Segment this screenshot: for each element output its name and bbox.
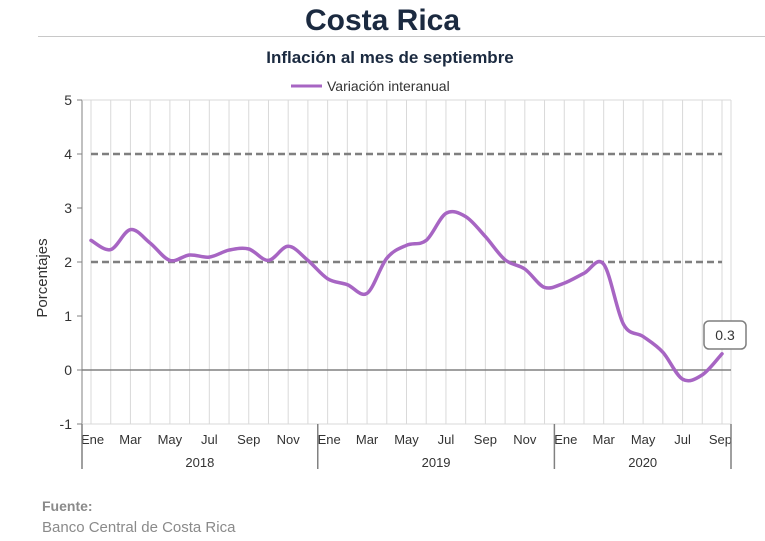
x-tick-label: Mar [356, 432, 379, 447]
x-tick-label: Ene [318, 432, 341, 447]
last-value-label: 0.3 [715, 327, 735, 343]
x-tick-label: Ene [81, 432, 104, 447]
y-tick-label: -1 [60, 416, 73, 432]
x-tick-label: Sep [709, 432, 732, 447]
x-tick-label: May [631, 432, 656, 447]
y-tick-label: 5 [64, 92, 72, 108]
y-tick-label: 2 [64, 254, 72, 270]
x-tick-label: Nov [277, 432, 301, 447]
y-tick-label: 4 [64, 146, 72, 162]
chart-title: Inflación al mes de septiembre [266, 48, 514, 67]
y-tick-label: 0 [64, 362, 72, 378]
year-label: 2019 [422, 455, 451, 470]
x-tick-label: May [394, 432, 419, 447]
x-tick-label: Jul [201, 432, 218, 447]
page-title: Costa Rica [304, 4, 461, 37]
series-line-variacion-interanual [89, 209, 724, 383]
x-tick-label: May [158, 432, 183, 447]
x-tick-label: Mar [119, 432, 142, 447]
x-tick-label: Jul [674, 432, 691, 447]
x-tick-label: Ene [554, 432, 577, 447]
source-label: Fuente: [42, 498, 93, 514]
legend: Variación interanual [291, 78, 450, 94]
x-tick-label: Mar [592, 432, 615, 447]
y-tick-label: 3 [64, 200, 72, 216]
y-axis-label: Porcentajes [34, 238, 51, 317]
year-label: 2020 [628, 455, 657, 470]
x-tick-label: Sep [474, 432, 497, 447]
y-tick-label: 1 [64, 308, 72, 324]
title-divider [38, 36, 765, 37]
x-tick-label: Jul [438, 432, 455, 447]
legend-label: Variación interanual [327, 78, 450, 94]
x-tick-label: Sep [237, 432, 260, 447]
source-value: Banco Central de Costa Rica [42, 519, 236, 536]
x-tick-label: Nov [513, 432, 537, 447]
last-value-callout [703, 320, 747, 350]
year-label: 2018 [185, 455, 214, 470]
